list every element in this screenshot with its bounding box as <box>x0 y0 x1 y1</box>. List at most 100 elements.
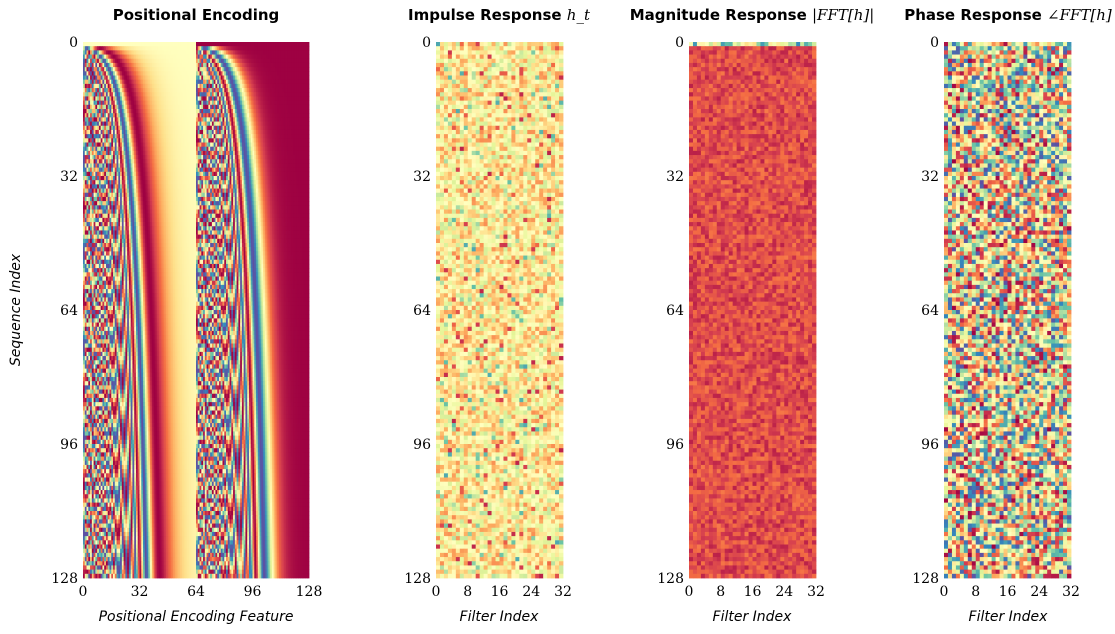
heatmap-cell <box>183 58 186 64</box>
heatmap-cell <box>173 83 176 89</box>
heatmap-cell <box>199 88 202 93</box>
heatmap-cell <box>188 92 192 97</box>
heatmap-cell <box>240 100 243 106</box>
heatmap-cell <box>155 121 158 127</box>
heatmap-cell <box>236 100 239 106</box>
heatmap-cell <box>165 79 169 85</box>
heatmap-cell <box>153 96 156 102</box>
heatmap-cell <box>167 58 170 64</box>
heatmap-cell <box>300 88 303 93</box>
heatmap-cell <box>190 54 193 60</box>
heatmap-cell <box>233 88 236 93</box>
heatmap-cell <box>266 96 269 102</box>
heatmap-cell <box>206 58 209 64</box>
heatmap-cell <box>263 79 266 85</box>
heatmap-cell <box>114 71 117 76</box>
heatmap-cell <box>234 96 238 102</box>
heatmap-cell <box>167 100 170 106</box>
heatmap-cell <box>293 88 296 93</box>
heatmap-cell <box>197 96 200 102</box>
heatmap-cell <box>162 50 165 55</box>
heatmap-cell <box>271 71 275 76</box>
heatmap-cell <box>199 83 202 89</box>
heatmap-cell <box>224 113 227 118</box>
heatmap-cell <box>275 83 278 89</box>
heatmap-cell <box>234 62 238 68</box>
heatmap-cell <box>201 113 204 118</box>
heatmap-cell <box>238 104 241 110</box>
heatmap-cell <box>307 159 310 164</box>
heatmap-cell <box>196 96 199 102</box>
heatmap-cell <box>293 46 296 51</box>
heatmap-cell <box>171 83 174 89</box>
heatmap-cell <box>95 62 98 68</box>
heatmap-cell <box>199 50 202 55</box>
heatmap-cell <box>247 71 250 76</box>
heatmap-cell <box>307 176 310 181</box>
heatmap-cell <box>143 42 146 47</box>
heatmap-cell <box>247 46 250 51</box>
heatmap-cell <box>157 75 160 81</box>
heatmap-cell <box>144 113 147 118</box>
heatmap-cell <box>275 104 278 110</box>
heatmap-cell <box>187 104 190 110</box>
heatmap-cell <box>107 104 110 110</box>
heatmap-cell <box>153 54 156 60</box>
heatmap-cell <box>234 88 238 93</box>
heatmap-cell <box>282 54 285 60</box>
heatmap-cell <box>185 104 188 110</box>
heatmap-cell <box>150 50 153 55</box>
heatmap-cell <box>174 71 177 76</box>
heatmap-cell <box>178 79 181 85</box>
heatmap-cell <box>194 62 197 68</box>
heatmap-cell <box>215 50 218 55</box>
heatmap-cell <box>301 58 305 64</box>
heatmap-cell <box>130 58 133 64</box>
heatmap-cell <box>240 71 243 76</box>
heatmap-cell <box>266 79 269 85</box>
heatmap-cell <box>215 46 218 51</box>
heatmap-cell <box>181 117 185 122</box>
heatmap-cell <box>120 96 123 102</box>
heatmap-cell <box>257 104 260 110</box>
heatmap-cell <box>178 104 181 110</box>
heatmap-cell <box>270 58 273 64</box>
heatmap-cell <box>107 58 110 64</box>
heatmap-cell <box>123 117 126 122</box>
heatmap-cell <box>215 113 218 118</box>
heatmap-cell <box>277 113 280 118</box>
heatmap-cell <box>187 50 190 55</box>
heatmap-cell <box>86 50 89 55</box>
heatmap-cell <box>95 79 98 85</box>
heatmap-cell <box>222 92 225 97</box>
heatmap-cell <box>270 54 273 60</box>
heatmap-cell <box>93 54 96 60</box>
heatmap-cell <box>95 109 98 114</box>
heatmap-cell <box>217 104 220 110</box>
heatmap-cell <box>104 92 107 97</box>
heatmap-cell <box>141 54 144 60</box>
heatmap-cell <box>236 79 239 85</box>
heatmap-cell <box>236 96 239 102</box>
heatmap-cell <box>210 62 213 68</box>
heatmap-cell <box>118 79 121 85</box>
heatmap-cell <box>240 75 243 81</box>
heatmap-cell <box>241 88 245 93</box>
heatmap-cell <box>143 92 146 97</box>
heatmap-cell <box>176 50 179 55</box>
heatmap-cell <box>135 100 139 106</box>
heatmap-cell <box>127 109 130 114</box>
heatmap-cell <box>135 67 139 72</box>
heatmap-cell <box>294 96 298 102</box>
heatmap-cell <box>188 117 192 122</box>
heatmap-cell <box>181 100 185 106</box>
heatmap-cell <box>231 54 234 60</box>
heatmap-cell <box>226 83 229 89</box>
heatmap-cell <box>245 42 248 47</box>
heatmap-cell <box>88 62 91 68</box>
heatmap-cell <box>192 88 195 93</box>
heatmap-cell <box>289 71 292 76</box>
heatmap-cell <box>203 109 206 114</box>
heatmap-cell <box>307 46 310 51</box>
heatmap-cell <box>174 88 177 93</box>
